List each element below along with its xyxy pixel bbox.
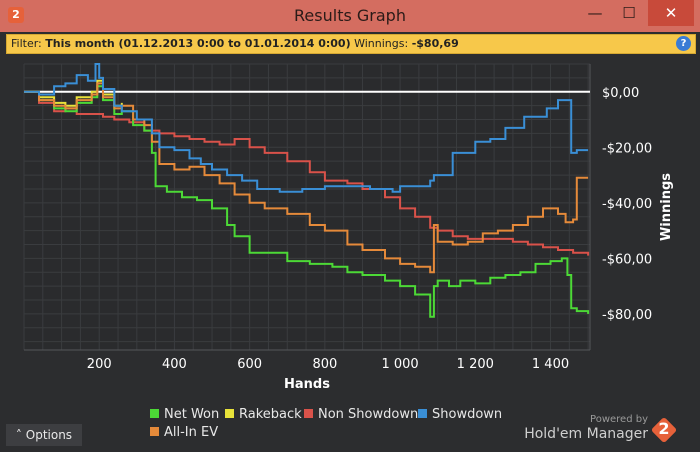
legend-label: Net Won <box>164 407 220 422</box>
y-axis-title: Winnings <box>659 173 674 241</box>
y-tick-label: -$60,00 <box>602 252 652 267</box>
x-tick-label: 1 200 <box>457 357 494 372</box>
legend-item-all-in-ev[interactable]: All-In EV <box>150 425 218 440</box>
series-line-net-won <box>24 85 590 318</box>
minimize-button[interactable]: — <box>587 4 603 22</box>
winnings-label: Winnings: <box>354 37 409 50</box>
x-tick-label: 400 <box>162 357 187 372</box>
legend-swatch <box>150 409 159 418</box>
x-tick-label: 600 <box>237 357 262 372</box>
legend-label: Rakeback <box>239 407 302 422</box>
legend-swatch <box>225 409 234 418</box>
y-tick-label: -$40,00 <box>602 197 652 212</box>
filter-bar: Filter: This month (01.12.2013 0:00 to 0… <box>6 34 696 54</box>
filter-value: This month (01.12.2013 0:00 to 01.01.201… <box>45 37 351 50</box>
legend-swatch <box>418 409 427 418</box>
x-tick-label: 1 000 <box>381 357 418 372</box>
maximize-button[interactable]: ☐ <box>622 4 636 22</box>
chart-legend: Net Won Rakeback Non Showdown Showdown A… <box>150 407 530 443</box>
series-line-all-in-ev <box>24 82 589 274</box>
legend-item-rakeback[interactable]: Rakeback <box>225 407 302 422</box>
legend-label: Showdown <box>432 407 503 422</box>
x-tick-label: 200 <box>87 357 112 372</box>
results-chart: 200 400 600 800 1 000 1 200 1 400 $0,00 -$20,00 -… <box>6 54 694 452</box>
x-tick-label: 1 400 <box>532 357 569 372</box>
app-logo-icon: 2 <box>8 7 24 23</box>
x-axis-title: Hands <box>284 377 330 392</box>
legend-swatch <box>150 427 159 436</box>
legend-item-non-showdown[interactable]: Non Showdown <box>304 407 418 422</box>
filter-label: Filter: <box>11 37 42 50</box>
legend-item-net-won[interactable]: Net Won <box>150 407 219 422</box>
series-line-non-showdown <box>24 90 590 256</box>
legend-swatch <box>304 409 313 418</box>
options-button[interactable]: ˄ Options <box>6 424 82 446</box>
chevron-up-icon: ˄ <box>15 428 22 442</box>
y-tick-label: $0,00 <box>602 86 639 101</box>
window-title: Results Graph <box>294 6 406 25</box>
x-tick-label: 800 <box>312 357 337 372</box>
series-line-showdown <box>24 63 589 193</box>
winnings-value: -$80,69 <box>411 37 459 50</box>
y-tick-label: -$80,00 <box>602 308 652 323</box>
legend-label: All-In EV <box>164 425 219 440</box>
legend-label: Non Showdown <box>318 407 419 422</box>
close-button[interactable]: ✕ <box>648 0 694 26</box>
help-icon[interactable]: ? <box>676 36 691 51</box>
brand-name: Hold'em Manager <box>524 426 648 442</box>
brand-logo-number: 2 <box>658 419 670 438</box>
powered-by-text: Powered by <box>590 414 648 425</box>
plot-background <box>24 64 590 350</box>
legend-item-showdown[interactable]: Showdown <box>418 407 502 422</box>
title-bar[interactable]: 2 Results Graph — ☐ ✕ <box>0 0 700 32</box>
filter-text: Filter: This month (01.12.2013 0:00 to 0… <box>11 37 459 50</box>
y-tick-label: -$20,00 <box>602 141 652 156</box>
options-label: Options <box>25 428 73 442</box>
chart-svg: 200 400 600 800 1 000 1 200 1 400 $0,00 -$20,00 -… <box>23 63 674 392</box>
